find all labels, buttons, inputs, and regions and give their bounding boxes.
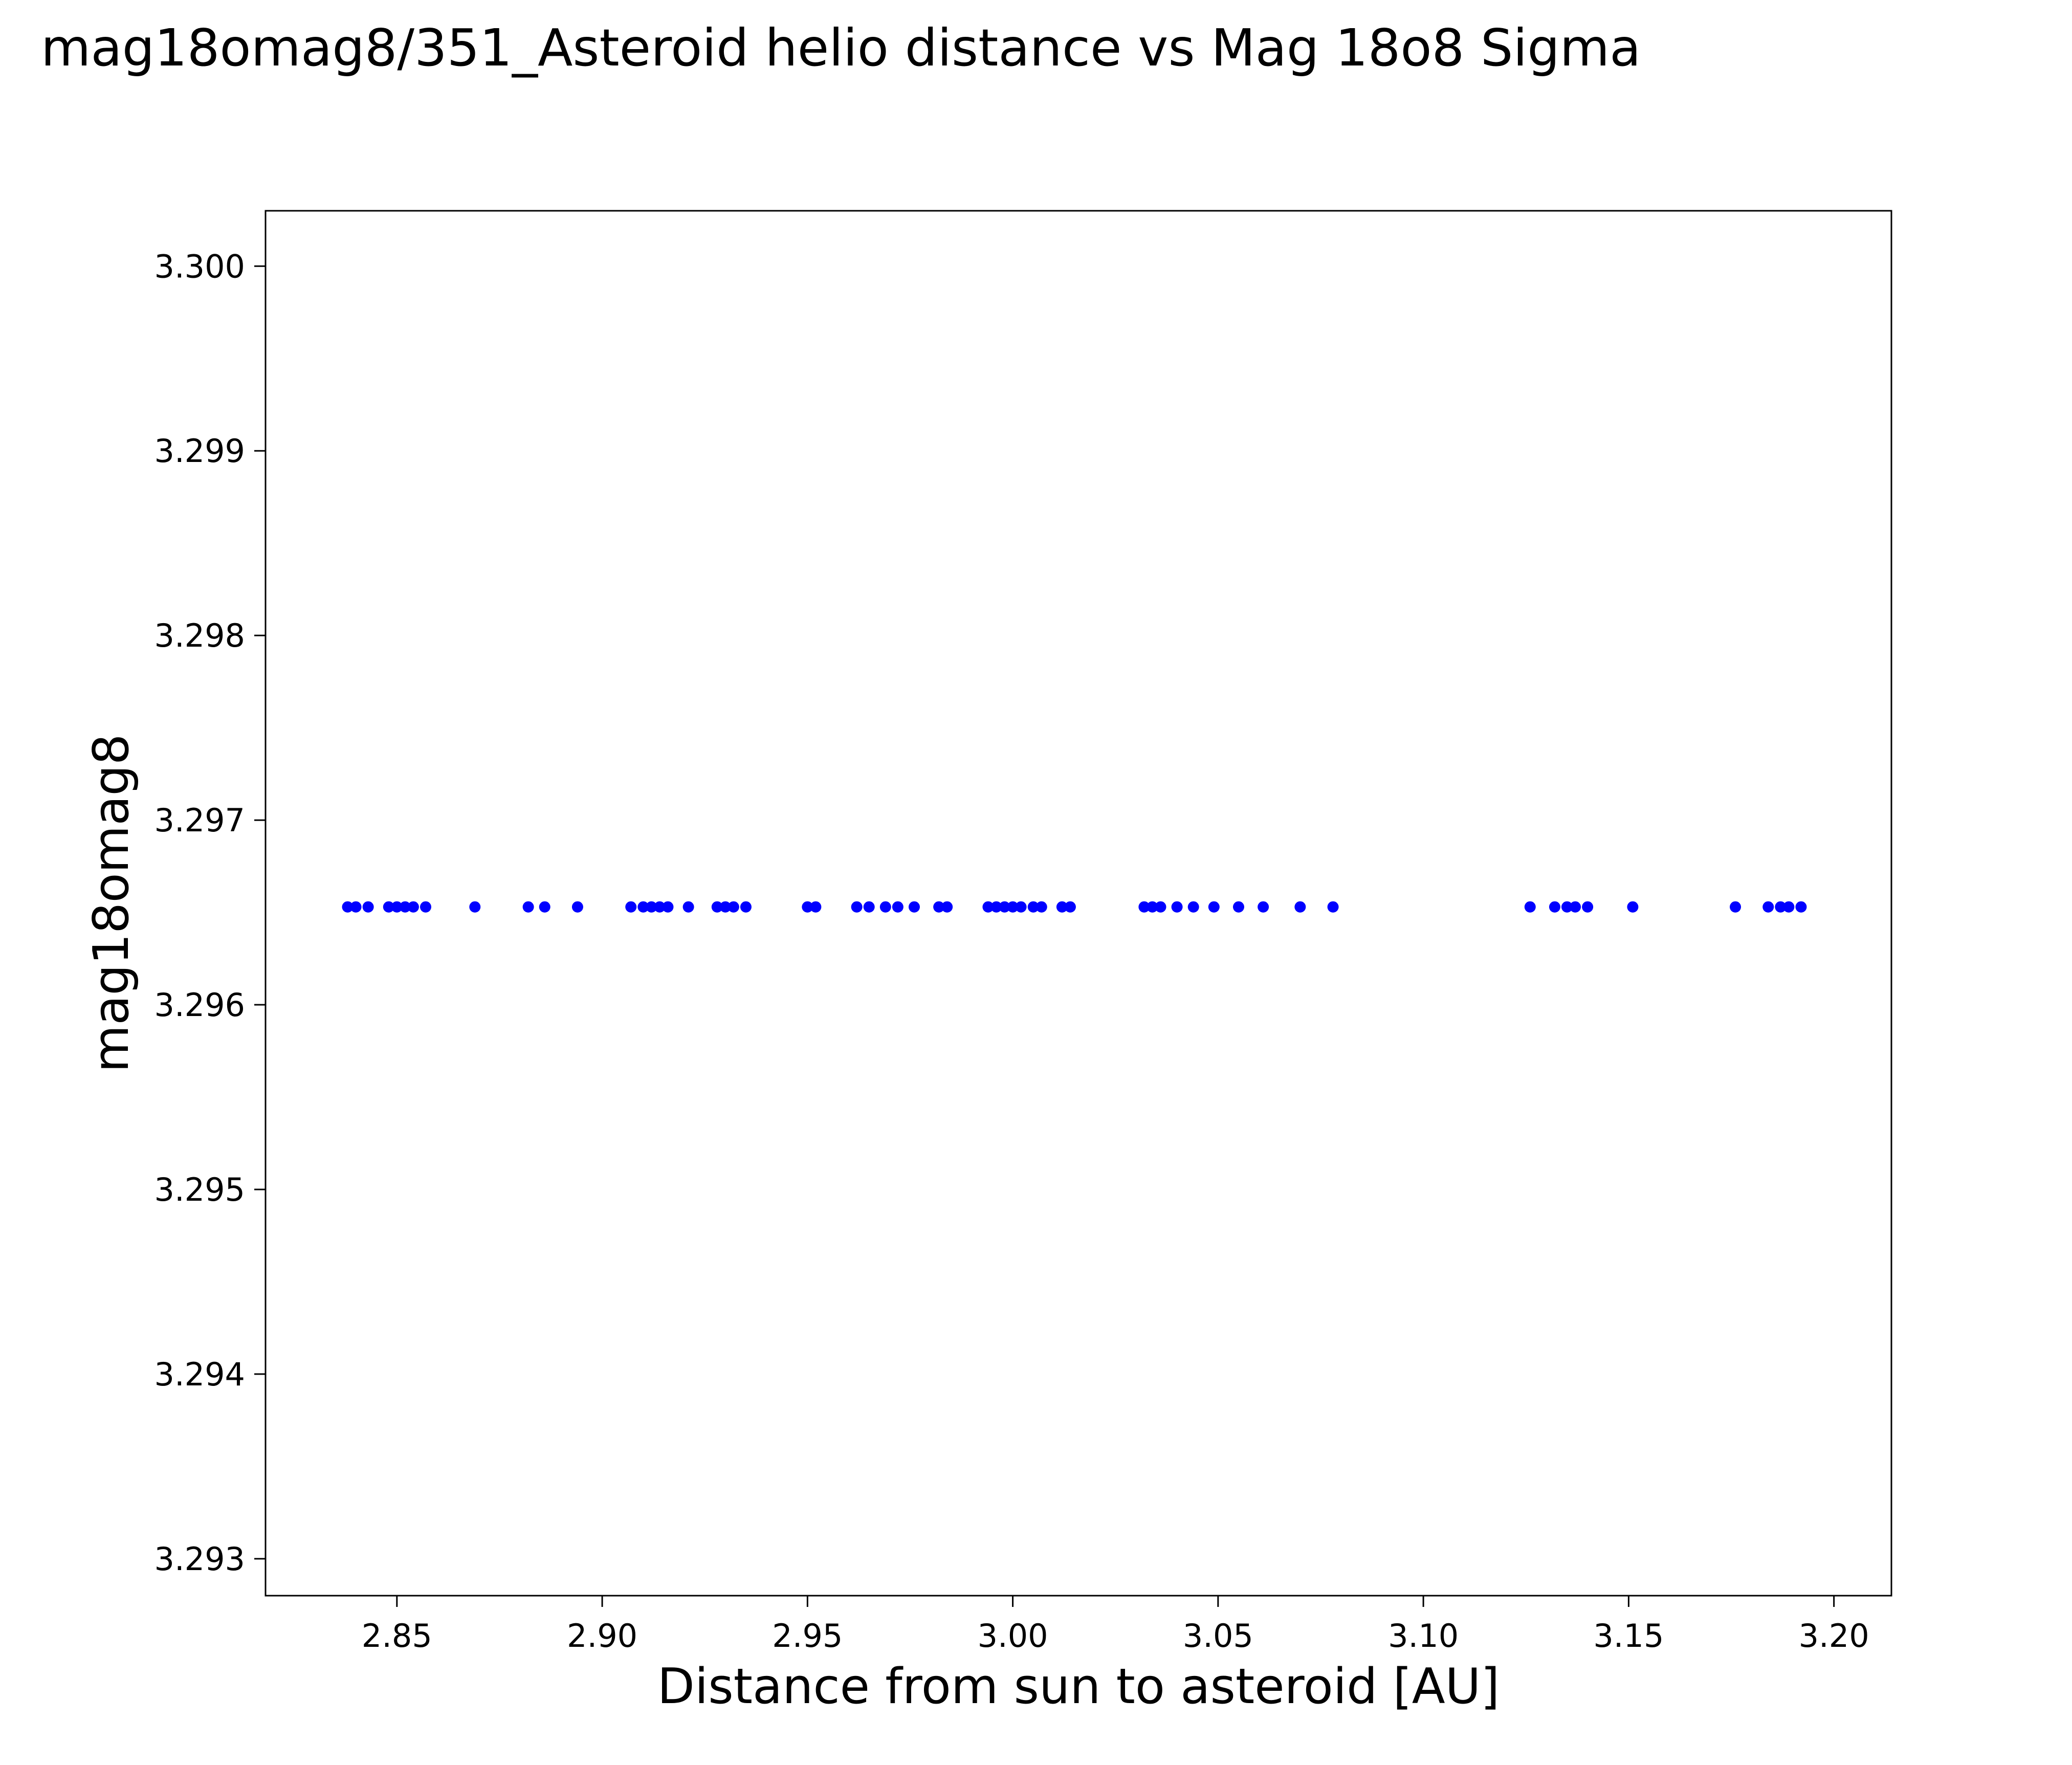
- data-point: [469, 901, 481, 913]
- data-point: [879, 901, 891, 913]
- data-point: [1155, 901, 1166, 913]
- data-point: [1730, 901, 1742, 913]
- data-point: [571, 901, 583, 913]
- data-point: [1582, 901, 1594, 913]
- data-point: [1775, 901, 1787, 913]
- data-point: [1138, 901, 1150, 913]
- data-point: [420, 901, 431, 913]
- data-point: [1007, 901, 1019, 913]
- data-point: [682, 901, 694, 913]
- data-point: [1549, 901, 1560, 913]
- data-point: [539, 901, 550, 913]
- data-point: [1524, 901, 1536, 913]
- x-axis-label: Distance from sun to asteroid [AU]: [657, 1659, 1500, 1715]
- data-point: [1795, 901, 1807, 913]
- data-point: [1561, 901, 1573, 913]
- x-tick-label: 3.20: [1799, 1617, 1869, 1654]
- data-point: [399, 901, 411, 913]
- data-point: [810, 901, 822, 913]
- y-tick-label: 3.300: [155, 248, 246, 285]
- data-point: [1570, 901, 1581, 913]
- x-tick-label: 3.15: [1593, 1617, 1664, 1654]
- data-point: [625, 901, 637, 913]
- y-tick-label: 3.293: [155, 1540, 246, 1578]
- data-point: [383, 901, 394, 913]
- data-point: [350, 901, 362, 913]
- data-point: [740, 901, 752, 913]
- y-tick-label: 3.295: [155, 1171, 246, 1208]
- x-tick-label: 2.85: [362, 1617, 432, 1654]
- data-point: [522, 901, 534, 913]
- data-point: [933, 901, 945, 913]
- y-tick-label: 3.298: [155, 617, 246, 654]
- axes-frame: [264, 210, 1892, 1597]
- data-point: [908, 901, 920, 913]
- x-tick-label: 2.90: [567, 1617, 637, 1654]
- x-tick-label: 3.10: [1388, 1617, 1459, 1654]
- data-point: [654, 901, 666, 913]
- data-point: [646, 901, 657, 913]
- data-point: [1187, 901, 1199, 913]
- y-tick-label: 3.299: [155, 432, 246, 470]
- y-axis-label: mag18omag8: [83, 734, 140, 1073]
- data-point: [1294, 901, 1306, 913]
- data-point: [999, 901, 1010, 913]
- data-point: [728, 901, 739, 913]
- data-point: [1147, 901, 1158, 913]
- data-point: [1056, 901, 1068, 913]
- data-point: [362, 901, 374, 913]
- data-point: [1015, 901, 1027, 913]
- data-point: [941, 901, 953, 913]
- data-point: [1027, 901, 1039, 913]
- y-tick-label: 3.297: [155, 802, 246, 839]
- data-point: [407, 901, 419, 913]
- data-point: [1762, 901, 1774, 913]
- data-point: [391, 901, 403, 913]
- data-point: [1327, 901, 1339, 913]
- data-point: [719, 901, 731, 913]
- data-point: [637, 901, 649, 913]
- data-point: [802, 901, 813, 913]
- x-tick-label: 3.05: [1183, 1617, 1253, 1654]
- y-tick-label: 3.296: [155, 986, 246, 1024]
- x-tick-label: 2.95: [772, 1617, 843, 1654]
- data-point: [851, 901, 863, 913]
- data-point: [863, 901, 875, 913]
- data-point: [1258, 901, 1269, 913]
- data-point: [1232, 901, 1244, 913]
- data-point: [711, 901, 723, 913]
- data-point: [982, 901, 994, 913]
- data-point: [662, 901, 674, 913]
- data-point: [1171, 901, 1183, 913]
- data-point: [1035, 901, 1047, 913]
- data-point: [342, 901, 354, 913]
- x-tick-label: 3.00: [978, 1617, 1048, 1654]
- chart-title: mag18omag8/351_Asteroid helio distance v…: [41, 18, 1641, 78]
- data-point: [1627, 901, 1639, 913]
- data-point: [990, 901, 1002, 913]
- y-tick-label: 3.294: [155, 1356, 246, 1393]
- data-point: [1064, 901, 1076, 913]
- data-point: [892, 901, 903, 913]
- data-point: [1208, 901, 1220, 913]
- data-point: [1783, 901, 1795, 913]
